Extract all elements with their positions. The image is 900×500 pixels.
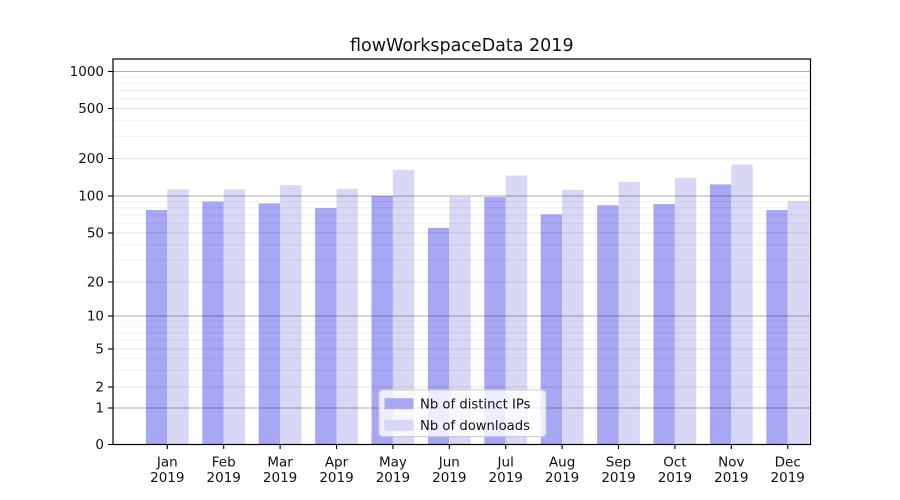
y-tick-label-1: 1 [95,401,104,417]
plot-border [112,58,812,446]
month-name: Jan [156,455,178,471]
legend-label-ips: Nb of distinct IPs [420,397,531,412]
bar-downloads-dec [787,201,810,445]
x-tick-label-may: May 2019 [376,455,410,487]
month-year: 2019 [432,470,466,486]
x-tick-label-mar: Mar 2019 [263,455,297,487]
month-name: Dec [775,455,801,471]
x-tick-label-jan: Jan 2019 [150,455,184,487]
bar-ips-dec [766,210,788,445]
y-tick-label-2: 2 [95,380,104,396]
bar-downloads-sep [618,181,640,445]
month-name: Jul [497,455,514,471]
x-tick-label-nov: Nov 2019 [714,455,748,487]
bar-ips-nov [709,184,732,445]
month-name: Feb [212,455,236,471]
bar-downloads-mar [280,185,302,445]
legend-label-downloads: Nb of downloads [420,419,530,434]
y-tick-label-0: 0 [95,437,104,453]
y-tick-label-500: 500 [78,101,104,117]
bar-downloads-feb [223,189,246,445]
month-year: 2019 [263,470,297,486]
month-name: Apr [325,455,349,471]
bar-downloads-jan [167,189,189,445]
chart-title: flowWorkspaceData 2019 [350,36,574,56]
bar-ips-jan [145,210,168,445]
month-year: 2019 [150,470,184,486]
bar-ips-aug [540,214,563,445]
month-year: 2019 [489,470,523,486]
y-tick-label-1000: 1000 [70,64,104,80]
month-year: 2019 [601,470,635,486]
bar-ips-oct [653,204,675,445]
month-name: May [379,455,407,471]
bar-downloads-nov [731,164,753,445]
legend-box [378,389,547,437]
x-tick-label-sep: Sep 2019 [601,455,635,487]
y-tick-label-100: 100 [78,189,104,205]
bar-ips-sep [597,205,619,445]
bar-ips-feb [202,201,224,445]
month-year: 2019 [376,470,410,486]
legend: Nb of distinct IPs Nb of downloads [378,389,547,437]
x-tick-label-dec: Dec 2019 [771,455,805,487]
x-tick-label-jun: Jun 2019 [432,455,466,487]
x-tick-label-aug: Aug 2019 [545,455,579,487]
y-tick-label-200: 200 [78,151,104,167]
x-tick-label-jul: Jul 2019 [489,455,523,487]
x-tick-label-apr: Apr 2019 [319,455,353,487]
month-year: 2019 [207,470,241,486]
month-name: Sep [606,455,631,471]
bar-ips-apr [315,207,337,445]
y-tick-label-20: 20 [87,275,104,291]
bar-downloads-jul [505,175,528,445]
month-year: 2019 [545,470,579,486]
month-name: Oct [663,455,686,471]
month-name: Mar [267,455,293,471]
bar-ips-jul [484,197,506,445]
bar-ips-may [371,196,393,445]
x-tick-label-feb: Feb 2019 [207,455,241,487]
x-tick-label-oct: Oct 2019 [658,455,692,487]
bar-downloads-apr [336,188,358,445]
bar-downloads-jun [449,197,471,445]
month-year: 2019 [319,470,353,486]
month-name: Nov [718,455,744,471]
bar-downloads-aug [562,189,584,445]
y-tick-label-50: 50 [87,226,104,242]
y-tick-label-5: 5 [95,342,104,358]
legend-swatch-downloads [384,419,414,431]
y-tick-label-10: 10 [87,309,104,325]
month-name: Aug [549,455,575,471]
month-year: 2019 [714,470,748,486]
bar-downloads-may [392,169,415,445]
bar-ips-mar [258,203,281,445]
month-year: 2019 [771,470,805,486]
month-year: 2019 [658,470,692,486]
legend-swatch-ips [384,398,414,410]
month-name: Jun [438,455,460,471]
bar-downloads-oct [674,177,697,445]
